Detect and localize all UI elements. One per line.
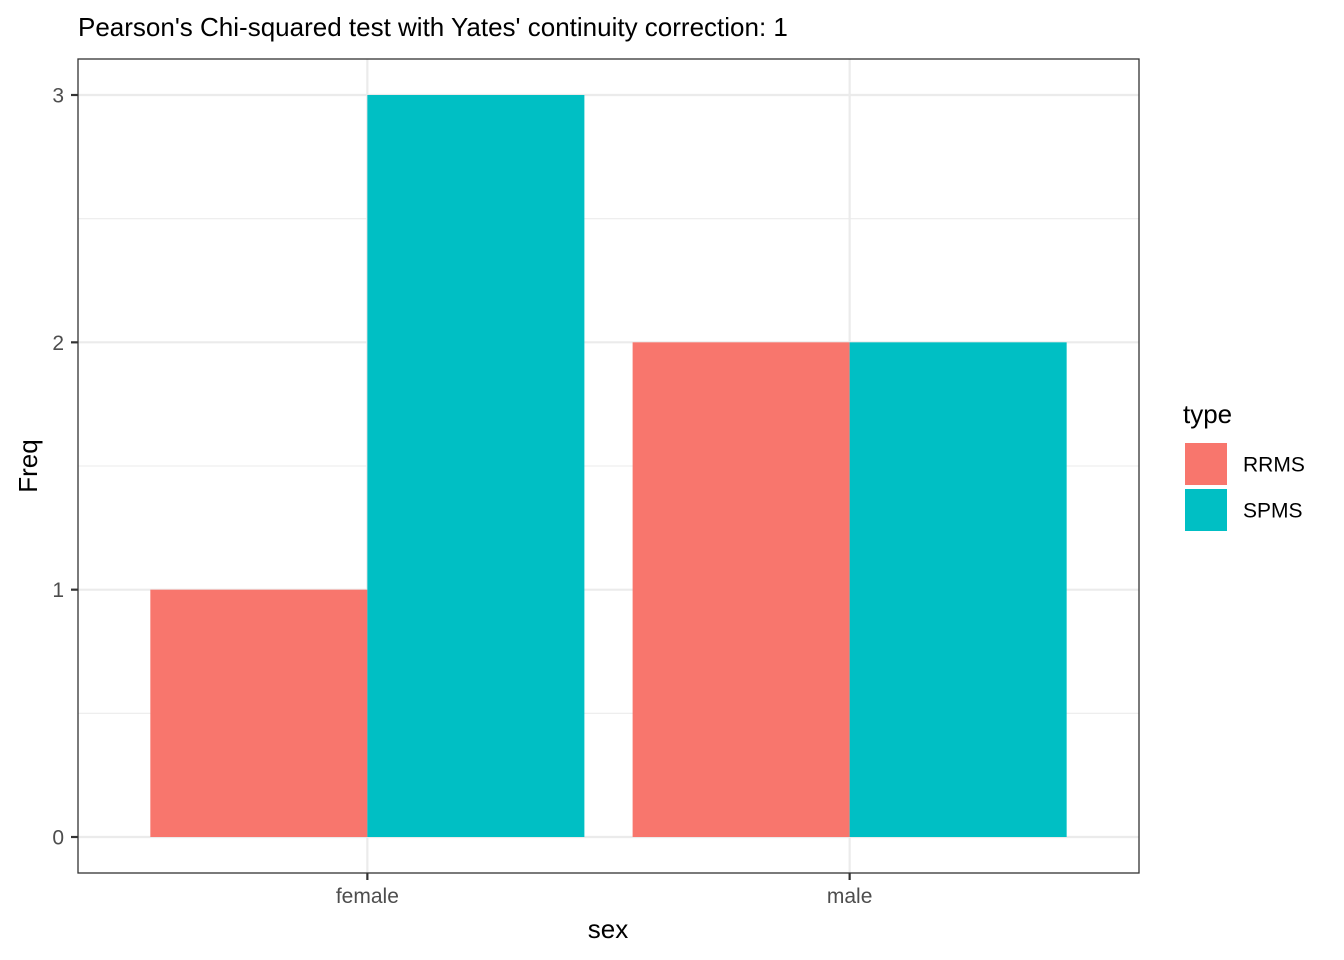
bar-female-RRMS	[150, 589, 368, 837]
y-tick-label: 0	[52, 827, 64, 850]
y-tick-label: 2	[52, 332, 64, 355]
y-tick-label: 3	[52, 85, 64, 108]
x-tick-label: male	[827, 885, 873, 908]
chart-title: Pearson's Chi-squared test with Yates' c…	[78, 12, 788, 42]
bars	[150, 95, 1067, 837]
legend: type RRMS SPMS	[1183, 399, 1305, 531]
legend-key-RRMS	[1185, 443, 1227, 485]
bar-female-SPMS	[367, 95, 585, 837]
legend-label: RRMS	[1243, 454, 1305, 477]
x-axis: female male	[336, 873, 873, 908]
y-axis: 0 1 2 3	[52, 85, 78, 850]
legend-title: type	[1183, 399, 1232, 429]
bar-male-RRMS	[632, 342, 850, 837]
y-tick-label: 1	[52, 579, 64, 602]
x-axis-title: sex	[588, 914, 628, 944]
legend-label: SPMS	[1243, 500, 1303, 523]
y-axis-title: Freq	[13, 439, 43, 492]
bar-male-SPMS	[849, 342, 1067, 837]
x-tick-label: female	[336, 885, 399, 908]
legend-key-SPMS	[1185, 489, 1227, 531]
plot-panel-border	[77, 58, 1140, 874]
